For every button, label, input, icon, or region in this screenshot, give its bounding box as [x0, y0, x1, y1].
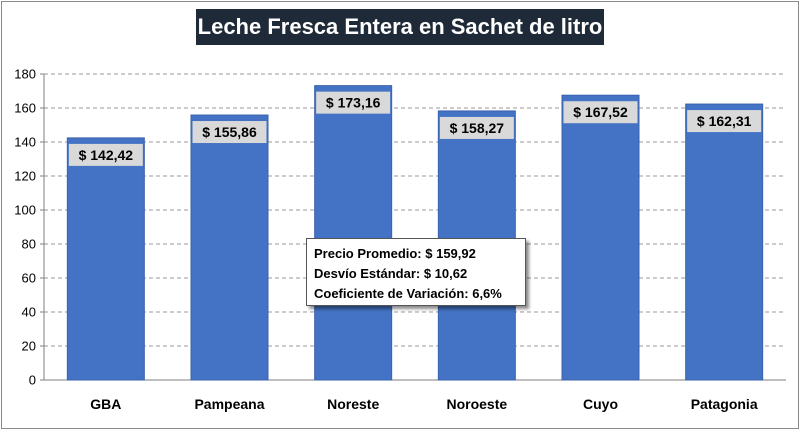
chart-title: Leche Fresca Entera en Sachet de litro [197, 14, 603, 39]
x-tick-label: GBA [90, 396, 121, 412]
stats-std-deviation: Desvío Estándar: $ 10,62 [314, 266, 468, 281]
y-tick-label: 160 [14, 101, 36, 116]
data-label-box [563, 101, 638, 124]
y-tick-label: 60 [22, 271, 36, 286]
data-label-box [68, 143, 143, 166]
bar [66, 137, 145, 381]
data-label-box [316, 91, 391, 114]
data-label: $ 158,27 [450, 120, 505, 136]
x-tick-label: Noroeste [446, 396, 507, 412]
stats-average: Precio Promedio: $ 159,92 [314, 246, 476, 261]
y-tick-label: 20 [22, 339, 36, 354]
x-tick-label: Pampeana [194, 396, 264, 412]
data-label: $ 173,16 [326, 95, 381, 111]
y-tick-label: 120 [14, 169, 36, 184]
bar [314, 85, 393, 381]
bar [561, 94, 640, 381]
bar [190, 114, 269, 381]
data-label-box [687, 110, 762, 133]
stats-coefficient-variation: Coeficiente de Variación: 6,6% [314, 286, 502, 301]
y-tick-label: 140 [14, 135, 36, 150]
data-label: $ 167,52 [573, 104, 628, 120]
y-tick-label: 40 [22, 305, 36, 320]
y-tick-label: 180 [14, 67, 36, 82]
bar [685, 103, 764, 381]
data-label: $ 155,86 [202, 124, 257, 140]
x-tick-label: Noreste [327, 396, 379, 412]
y-tick-label: 100 [14, 203, 36, 218]
y-tick-label: 0 [29, 373, 36, 388]
data-label-box [439, 116, 514, 139]
y-tick-label: 80 [22, 237, 36, 252]
data-label: $ 142,42 [79, 147, 134, 163]
statistics-box: Precio Promedio: $ 159,92 Desvío Estánda… [306, 238, 526, 306]
x-tick-label: Patagonia [691, 396, 758, 412]
data-label: $ 162,31 [697, 113, 752, 129]
data-label-box [192, 121, 267, 144]
x-tick-label: Cuyo [583, 396, 618, 412]
chart-title-box: Leche Fresca Entera en Sachet de litro [196, 9, 604, 45]
